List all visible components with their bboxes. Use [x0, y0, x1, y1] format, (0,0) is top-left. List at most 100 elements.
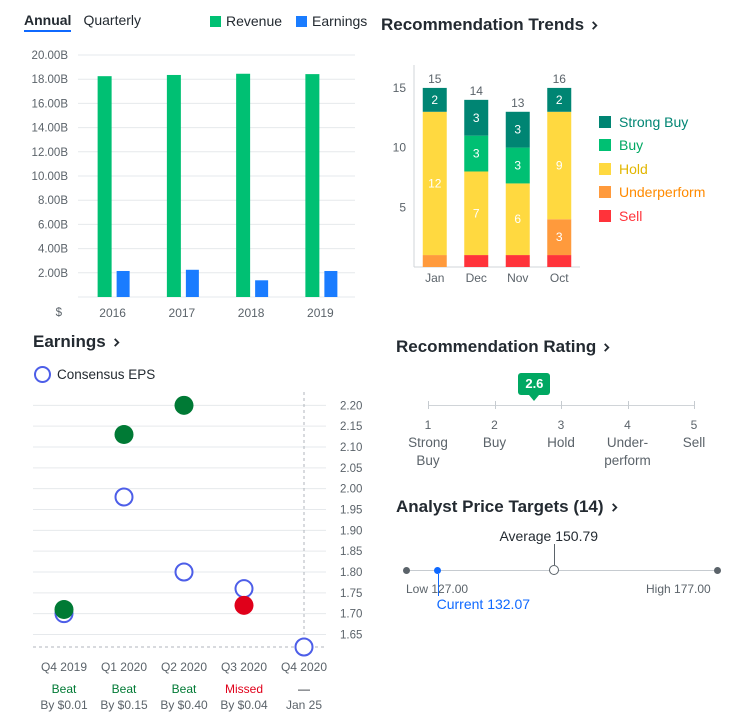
segment-label: 2	[556, 93, 563, 107]
earnings-legend: Consensus EPS	[34, 366, 155, 383]
rating-tick	[494, 401, 496, 409]
y-tick-label: 18.00B	[32, 74, 69, 86]
y-tick-label: 1.95	[340, 505, 362, 517]
tab-annual[interactable]: Annual	[24, 12, 72, 32]
y-tick-label: 10.00B	[32, 171, 69, 183]
x-tick-label: 2017	[169, 306, 196, 320]
y-tick-label: 1.75	[340, 588, 362, 600]
y-tick-label: 1.65	[340, 630, 362, 642]
earnings-header[interactable]: Earnings	[33, 332, 121, 352]
average-marker-icon	[549, 565, 560, 575]
sell-swatch	[599, 209, 611, 222]
rec-trends-header[interactable]: Recommendation Trends	[381, 15, 599, 35]
rating-scale-number: 2	[491, 418, 498, 432]
rating-tick	[428, 401, 429, 409]
segment-label: 3	[473, 147, 480, 161]
rec-trends-title: Recommendation Trends	[381, 15, 585, 34]
price-track	[406, 570, 718, 571]
x-tick-label: 2019	[307, 306, 334, 320]
actual-point	[174, 395, 194, 415]
buy-swatch	[599, 139, 611, 152]
segment-label: 9	[556, 159, 563, 173]
high-dot-icon	[714, 567, 721, 574]
legend-earnings[interactable]: Earnings	[296, 13, 367, 29]
segment-label: 3	[514, 159, 521, 173]
y-tick-label: 2.05	[340, 463, 362, 475]
consensus-point	[294, 637, 314, 657]
segment-label: 12	[428, 176, 442, 190]
legend-revenue[interactable]: Revenue	[210, 13, 282, 29]
rec-legend-label: Buy	[619, 137, 644, 154]
rating-pointer-icon	[529, 395, 540, 401]
y-tick-label: 2.00	[340, 484, 362, 496]
earnings-bar	[324, 270, 338, 297]
current-label: Current 132.07	[436, 596, 531, 612]
x-tick-label: Oct	[550, 271, 569, 285]
stack-segment	[505, 255, 530, 267]
rating-scale-label: 2 Buy	[465, 416, 525, 452]
segment-label: 3	[514, 123, 521, 137]
earnings-status: —	[298, 682, 310, 696]
strong-buy-swatch	[599, 115, 611, 128]
chevron-right-icon	[611, 502, 618, 512]
chevron-right-icon	[113, 337, 120, 347]
consensus-point	[234, 579, 254, 599]
earnings-bar	[116, 270, 130, 297]
low-dot-icon	[403, 567, 410, 574]
stack-segment	[422, 111, 447, 256]
revenue-swatch	[210, 15, 221, 27]
stack-segment	[505, 183, 530, 256]
x-tick-label: 2018	[238, 306, 265, 320]
segment-label: 3	[556, 230, 563, 244]
rating-scale-text: Strong Buy	[408, 435, 448, 468]
y-tick-label: 1.70	[340, 609, 362, 621]
price-targets-header[interactable]: Analyst Price Targets (14)	[396, 497, 619, 517]
y-tick-label: 10	[393, 141, 407, 155]
y-tick-label: 20.00B	[32, 50, 69, 62]
earnings-status: Beat	[171, 682, 197, 696]
stack-segment	[464, 135, 489, 172]
rec-rating-header[interactable]: Recommendation Rating	[396, 337, 611, 357]
average-stem	[554, 544, 556, 565]
rec-legend-label: Hold	[619, 160, 648, 177]
actual-point	[54, 600, 74, 619]
segment-label: 6	[514, 212, 521, 226]
total-label: 16	[553, 72, 567, 86]
revenue-bar	[236, 73, 251, 297]
earnings-detail: By $0.15	[100, 698, 148, 712]
stack-segment	[547, 219, 572, 256]
y-tick-label: 2.10	[340, 442, 362, 454]
actual-point	[114, 425, 134, 444]
rec-trends-legend: Strong Buy Buy Hold Underperform Sell	[599, 110, 705, 228]
segment-label: 2	[431, 93, 438, 107]
earnings-detail: By $0.40	[160, 698, 208, 712]
rating-scale-number: 3	[557, 418, 565, 432]
x-tick-label: Jan	[425, 271, 444, 285]
stack-segment	[464, 171, 489, 256]
rating-scale-label: 1 Strong Buy	[398, 416, 458, 470]
actual-point	[234, 595, 254, 615]
y-tick-label: 15	[393, 81, 407, 95]
earnings-detail: By $0.01	[40, 698, 88, 712]
stack-segment	[547, 111, 572, 220]
rec-legend-label: Underperform	[619, 184, 706, 201]
rating-scale-label: 3 Hold	[531, 416, 591, 452]
revenue-bar	[97, 76, 112, 297]
legend-revenue-label: Revenue	[226, 13, 283, 29]
quarter-label: Q4 2020	[280, 660, 328, 674]
y-tick-label: 16.00B	[32, 98, 69, 110]
quarter-label: Q4 2019	[40, 660, 88, 674]
tab-quarterly[interactable]: Quarterly	[83, 12, 142, 28]
stack-segment	[505, 111, 530, 148]
rating-scale-label: 5 Sell	[664, 416, 724, 452]
revenue-bar	[305, 74, 320, 297]
rating-scale-number: 5	[690, 418, 698, 432]
y-tick-label: 2.00B	[38, 268, 68, 280]
hold-swatch	[599, 162, 611, 175]
rec-legend-label: Strong Buy	[619, 113, 689, 130]
quarter-label: Q1 2020	[100, 660, 148, 674]
rating-tick	[561, 401, 562, 409]
consensus-point	[174, 562, 194, 582]
financials-legend: Revenue Earnings	[210, 13, 367, 29]
rating-scale-number: 1	[424, 418, 432, 432]
